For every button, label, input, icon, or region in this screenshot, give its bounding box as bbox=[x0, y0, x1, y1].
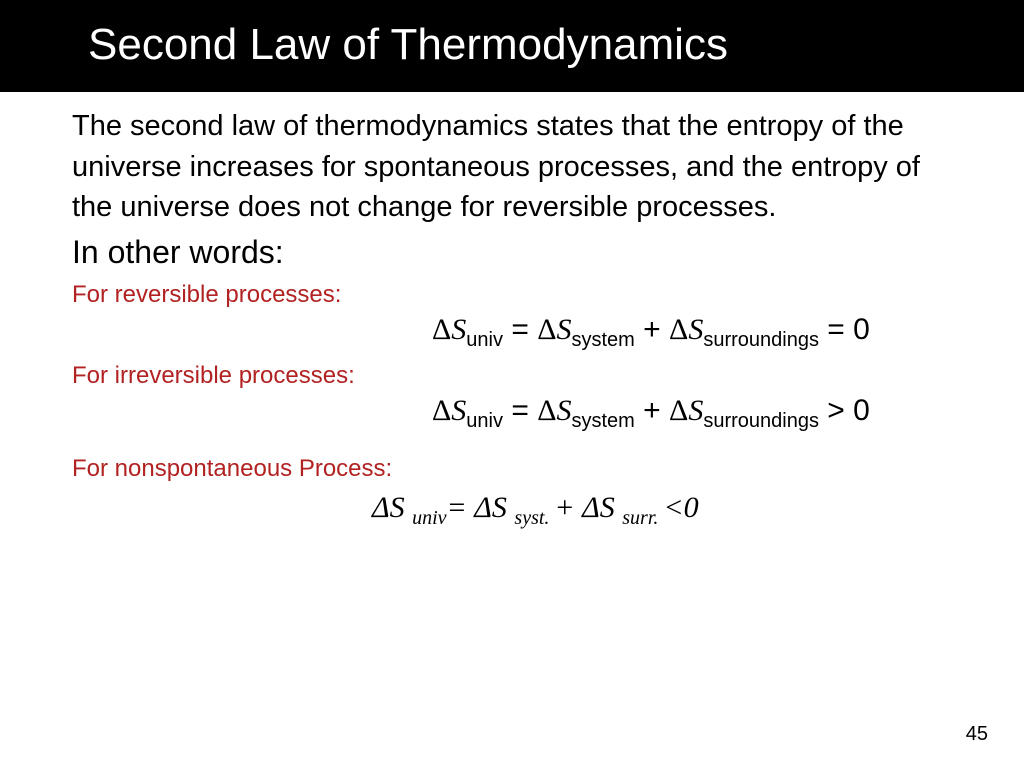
plus-sign: + bbox=[635, 394, 669, 427]
subheading: In other words: bbox=[72, 234, 952, 271]
eq3-s1: univ bbox=[412, 507, 446, 529]
eq-sign: = bbox=[503, 394, 537, 427]
eq-tail: = 0 bbox=[819, 313, 870, 346]
var-s: S bbox=[451, 313, 466, 346]
eq3-p4: <0 bbox=[663, 491, 698, 524]
case-label-irreversible: For irreversible processes: bbox=[72, 362, 952, 390]
eq3-s2: syst. bbox=[514, 507, 554, 529]
delta-symbol: Δ bbox=[669, 394, 688, 427]
equation-reversible: ΔSuniv = ΔSsystem + ΔSsurroundings = 0 bbox=[72, 313, 952, 352]
sub-surroundings: surroundings bbox=[703, 410, 819, 432]
var-s: S bbox=[451, 394, 466, 427]
eq3-s3: surr. bbox=[622, 507, 663, 529]
delta-symbol: Δ bbox=[537, 313, 556, 346]
page-number: 45 bbox=[966, 723, 988, 746]
delta-symbol: Δ bbox=[432, 394, 451, 427]
case-label-reversible: For reversible processes: bbox=[72, 281, 952, 309]
slide-content: The second law of thermodynamics states … bbox=[0, 92, 1024, 530]
case-label-nonspontaneous: For nonspontaneous Process: bbox=[72, 455, 952, 483]
sub-system: system bbox=[572, 329, 635, 351]
var-s: S bbox=[688, 394, 703, 427]
equation-nonspontaneous: ΔS univ= ΔS syst. + ΔS surr. <0 bbox=[72, 491, 952, 530]
sub-univ: univ bbox=[466, 410, 503, 432]
plus-sign: + bbox=[635, 313, 669, 346]
sub-system: system bbox=[572, 410, 635, 432]
eq-tail: > 0 bbox=[819, 394, 870, 427]
eq-sign: = bbox=[503, 313, 537, 346]
var-s: S bbox=[688, 313, 703, 346]
eq3-p1: ΔS bbox=[372, 491, 412, 524]
eq3-p2: = ΔS bbox=[447, 491, 515, 524]
delta-symbol: Δ bbox=[537, 394, 556, 427]
delta-symbol: Δ bbox=[432, 313, 451, 346]
slide-title: Second Law of Thermodynamics bbox=[88, 20, 728, 69]
equation-irreversible: ΔSuniv = ΔSsystem + ΔSsurroundings > 0 bbox=[72, 394, 952, 433]
slide-title-bar: Second Law of Thermodynamics bbox=[0, 0, 1024, 92]
sub-univ: univ bbox=[466, 329, 503, 351]
var-s: S bbox=[557, 394, 572, 427]
sub-surroundings: surroundings bbox=[703, 329, 819, 351]
delta-symbol: Δ bbox=[669, 313, 688, 346]
statement-text: The second law of thermodynamics states … bbox=[72, 106, 952, 228]
var-s: S bbox=[557, 313, 572, 346]
eq3-p3: + ΔS bbox=[554, 491, 622, 524]
